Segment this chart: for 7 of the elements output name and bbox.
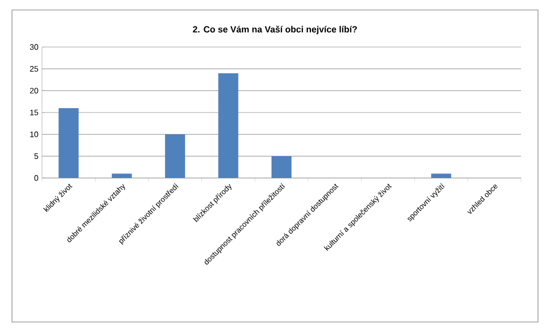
bar — [165, 134, 186, 178]
bar — [218, 73, 238, 178]
bar — [272, 156, 292, 178]
bar — [58, 108, 79, 178]
chart-title: 2. Co se Vám na Vaší obci nejvíce líbí? — [192, 26, 357, 34]
bar — [112, 174, 132, 178]
bar — [431, 174, 452, 178]
